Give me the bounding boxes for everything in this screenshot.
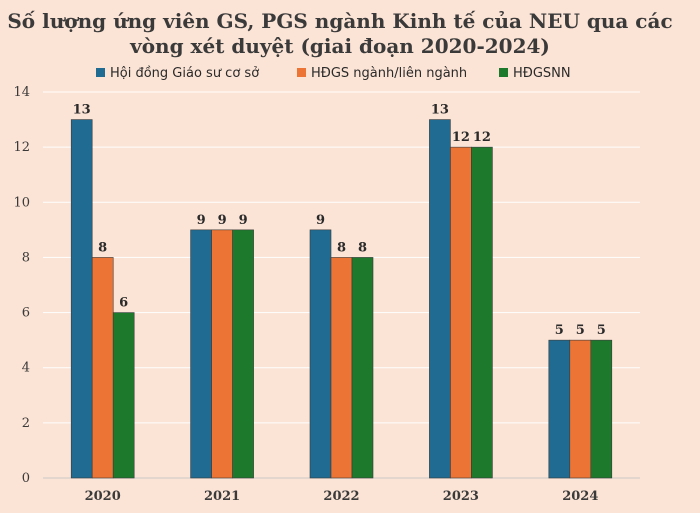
y-tick-label-2: 2	[22, 416, 30, 431]
legend-swatch-hdgsnn	[499, 68, 508, 77]
x-tick-label-2020: 2020	[85, 489, 121, 504]
data-label-2022-series-1: 9	[316, 213, 325, 228]
data-label-2024-series-3: 5	[597, 323, 606, 338]
bar-2022-series-2	[330, 257, 353, 479]
data-label-2020-series-2: 8	[98, 240, 107, 255]
legend-label-hdgsnn: HĐGSNN	[513, 66, 571, 81]
y-tick-label-0: 0	[22, 471, 30, 486]
bar-2024-series-2	[569, 339, 592, 479]
data-label-2023-series-3: 12	[473, 130, 491, 145]
bar-2022-series-1	[309, 229, 332, 479]
x-axis-ticks: 2020 2021 2022 2023 2024	[85, 489, 599, 504]
y-axis-ticks: 0 2 4 6 8 10 12 14	[13, 85, 30, 486]
data-label-2024-series-1: 5	[555, 323, 564, 338]
chart-title-line-1: Số lượng ứng viên GS, PGS ngành Kinh tế …	[7, 9, 672, 33]
bar-2023-series-3	[471, 146, 493, 479]
y-tick-label-14: 14	[13, 85, 30, 100]
bar-2023-series-1	[429, 119, 451, 479]
legend-swatch-hdgs-nganh	[297, 68, 306, 77]
legend-label-hoi-dong-co-so: Hội đồng Giáo sư cơ sở	[110, 66, 259, 81]
data-label-2022-series-3: 8	[358, 240, 367, 255]
data-label-2020-series-1: 13	[73, 103, 91, 118]
data-label-2022-series-2: 8	[337, 240, 346, 255]
data-label-2021-series-1: 9	[197, 213, 206, 228]
y-tick-label-12: 12	[13, 140, 30, 155]
bar-2022-series-3	[351, 257, 374, 479]
legend-swatch-hoi-dong-co-so	[96, 68, 105, 77]
bar-2020-series-1	[70, 119, 93, 479]
data-label-2023-series-2: 12	[452, 130, 470, 145]
x-tick-label-2021: 2021	[204, 489, 240, 504]
x-tick-label-2023: 2023	[443, 489, 479, 504]
bars	[70, 119, 613, 479]
bar-2021-series-3	[232, 229, 254, 479]
bar-2021-series-1	[190, 229, 212, 479]
bar-2020-series-3	[112, 312, 135, 479]
chart-title-line-2: vòng xét duyệt (giai đoạn 2020-2024)	[129, 34, 550, 58]
bar-2020-series-2	[91, 257, 114, 479]
data-label-2024-series-2: 5	[576, 323, 585, 338]
data-label-2020-series-3: 6	[119, 296, 128, 311]
x-tick-label-2024: 2024	[562, 489, 598, 504]
y-tick-label-6: 6	[22, 306, 30, 321]
legend-label-hdgs-nganh: HĐGS ngành/liên ngành	[311, 66, 467, 81]
y-tick-label-8: 8	[22, 250, 30, 265]
y-tick-label-10: 10	[13, 195, 30, 210]
x-tick-label-2022: 2022	[323, 489, 359, 504]
legend: Hội đồng Giáo sư cơ sở HĐGS ngành/liên n…	[96, 66, 571, 81]
data-label-2023-series-1: 13	[431, 103, 449, 118]
y-tick-label-4: 4	[22, 361, 30, 376]
bar-2023-series-2	[450, 146, 472, 479]
data-label-2021-series-3: 9	[239, 213, 248, 228]
bar-2024-series-1	[548, 339, 571, 479]
bar-2021-series-2	[211, 229, 233, 479]
bar-2024-series-3	[590, 339, 613, 479]
data-label-2021-series-2: 9	[218, 213, 227, 228]
